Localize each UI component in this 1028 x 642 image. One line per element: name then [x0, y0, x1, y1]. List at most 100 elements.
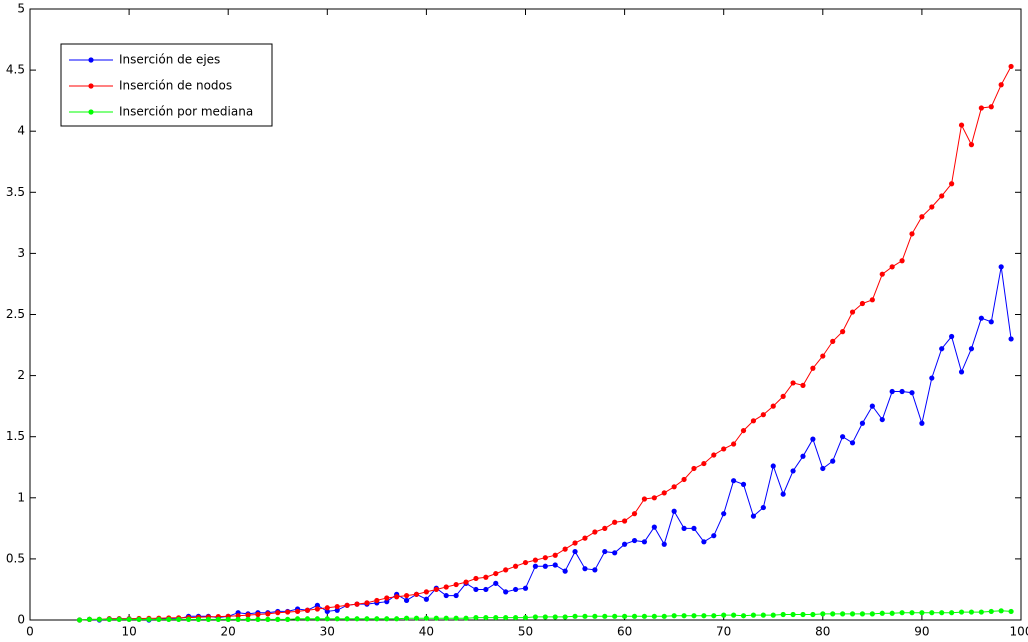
data-point: [493, 580, 499, 586]
data-point: [403, 597, 410, 604]
data-point: [245, 612, 251, 618]
data-point: [988, 104, 994, 110]
data-point: [76, 617, 83, 623]
data-point: [641, 496, 648, 502]
data-point: [146, 616, 152, 622]
data-point: [314, 606, 320, 612]
data-point: [413, 615, 420, 621]
x-tick-label: 70: [716, 625, 731, 639]
y-tick-label: 1: [17, 490, 25, 504]
data-point: [701, 613, 707, 619]
data-point: [750, 418, 757, 424]
data-point: [631, 511, 638, 517]
data-point: [691, 613, 697, 619]
data-point: [760, 504, 766, 511]
data-point: [602, 613, 608, 619]
data-point: [879, 416, 885, 423]
data-point: [512, 563, 519, 569]
data-point: [949, 181, 955, 187]
data-point: [661, 613, 667, 619]
data-point: [86, 616, 93, 622]
data-point: [800, 382, 806, 388]
data-point: [285, 609, 291, 615]
data-point: [671, 484, 677, 490]
data-point: [790, 611, 796, 618]
data-point: [443, 615, 449, 621]
data-point: [958, 369, 965, 375]
data-point: [998, 608, 1004, 614]
data-point: [185, 616, 192, 622]
data-point: [750, 612, 757, 618]
data-point: [641, 539, 648, 545]
data-point: [483, 586, 489, 593]
data-point: [701, 539, 707, 545]
data-point: [512, 586, 519, 593]
data-point: [731, 478, 737, 484]
data-point: [195, 616, 202, 622]
data-point: [265, 616, 271, 622]
data-point: [374, 616, 380, 622]
data-point: [473, 614, 479, 621]
x-tick-label: 20: [221, 625, 236, 639]
data-point: [96, 616, 102, 622]
data-point: [1008, 63, 1014, 70]
data-point: [800, 611, 806, 618]
data-point: [374, 597, 380, 604]
data-point: [820, 353, 826, 359]
data-point: [215, 616, 221, 622]
data-point: [463, 615, 469, 621]
data-point: [740, 481, 747, 487]
data-point: [978, 105, 984, 111]
data-point: [403, 592, 410, 599]
data-point: [810, 611, 816, 618]
x-tick-label: 90: [914, 625, 929, 639]
data-point: [384, 595, 390, 601]
data-point: [740, 427, 747, 434]
data-point: [968, 609, 975, 615]
data-point: [116, 616, 122, 622]
data-point: [453, 592, 459, 599]
data-point: [939, 610, 945, 616]
data-point: [503, 614, 509, 621]
x-tick-label: 40: [419, 625, 434, 639]
data-point: [314, 602, 320, 608]
data-point: [582, 613, 588, 619]
data-point: [671, 508, 677, 514]
data-point: [512, 614, 519, 621]
y-tick-label: 3: [17, 246, 25, 260]
data-point: [731, 612, 737, 618]
data-point: [542, 555, 548, 561]
x-tick-label: 30: [320, 625, 335, 639]
x-tick-label: 60: [617, 625, 632, 639]
legend-label: Inserción de nodos: [119, 79, 232, 93]
data-point: [909, 231, 915, 237]
data-point: [453, 615, 459, 621]
data-point: [265, 611, 271, 617]
data-point: [542, 614, 548, 620]
data-point: [453, 581, 459, 588]
data-point: [532, 614, 539, 620]
data-point: [770, 403, 776, 409]
data-point: [721, 446, 727, 452]
data-point: [830, 338, 836, 344]
data-point: [493, 570, 499, 577]
data-point: [721, 511, 727, 517]
y-tick-label: 3.5: [6, 185, 25, 199]
data-point: [235, 616, 241, 622]
data-point: [691, 465, 697, 472]
data-point: [334, 603, 340, 610]
data-point: [552, 614, 558, 620]
data-point: [919, 610, 925, 616]
data-point: [334, 616, 340, 622]
data-point: [770, 463, 776, 469]
data-point: [592, 529, 598, 535]
data-point: [245, 616, 251, 622]
data-point: [572, 613, 578, 619]
data-point: [939, 193, 945, 199]
data-point: [463, 579, 469, 585]
data-point: [483, 574, 489, 580]
data-point: [344, 616, 350, 622]
data-point: [681, 525, 687, 531]
